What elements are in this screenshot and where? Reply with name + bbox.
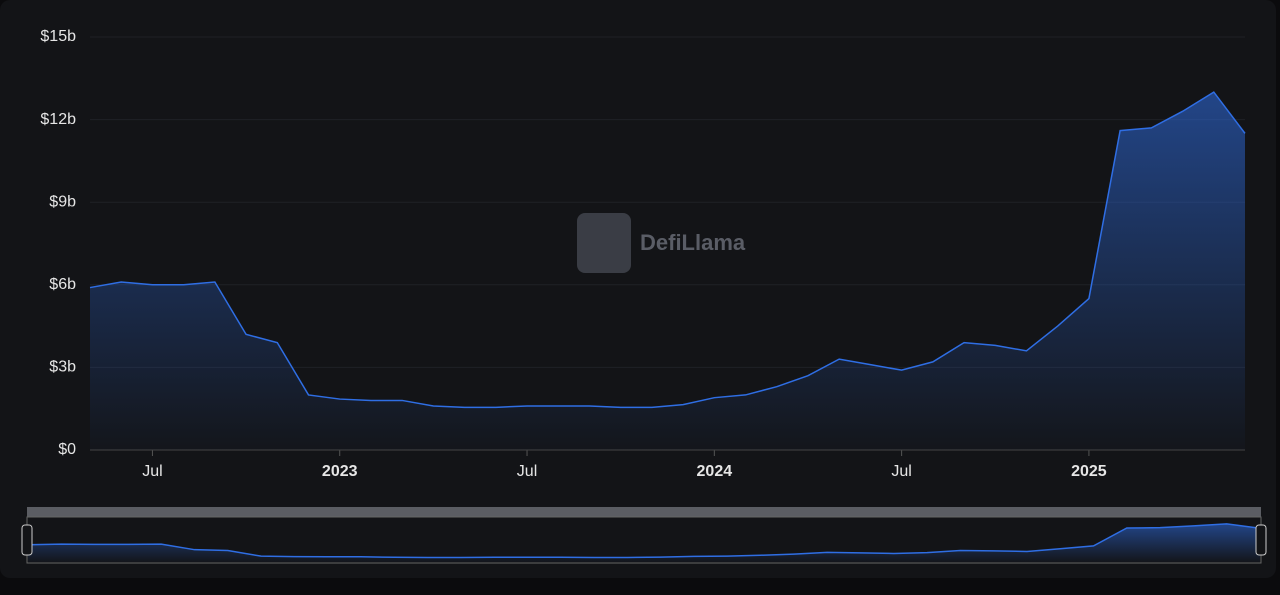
tvl-line [89, 91, 1246, 409]
navigator-handle[interactable] [1255, 524, 1267, 556]
x-tick-label: Jul [517, 463, 537, 480]
y-tick-label: $9b [49, 193, 76, 210]
navigator-bar[interactable] [27, 507, 1261, 517]
x-tick-label: Jul [142, 463, 162, 480]
x-tick-label: 2025 [1071, 463, 1107, 480]
x-tick-label: 2023 [322, 463, 358, 480]
y-tick-label: $3b [49, 359, 76, 376]
y-tick-label: $15b [40, 28, 76, 45]
y-tick-label: $0 [58, 441, 76, 458]
watermark: DefiLlama [640, 230, 746, 255]
navigator-series [27, 523, 1261, 562]
x-tick-label: Jul [891, 463, 911, 480]
navigator [21, 507, 1267, 564]
navigator-handle[interactable] [21, 524, 33, 556]
watermark-logo [577, 213, 631, 273]
navigator-line [27, 523, 1261, 559]
x-tick-label: 2024 [697, 463, 733, 480]
y-tick-label: $12b [40, 111, 76, 128]
y-tick-label: $6b [49, 276, 76, 293]
tvl-area [90, 92, 1245, 451]
navigator-area [28, 523, 1260, 562]
